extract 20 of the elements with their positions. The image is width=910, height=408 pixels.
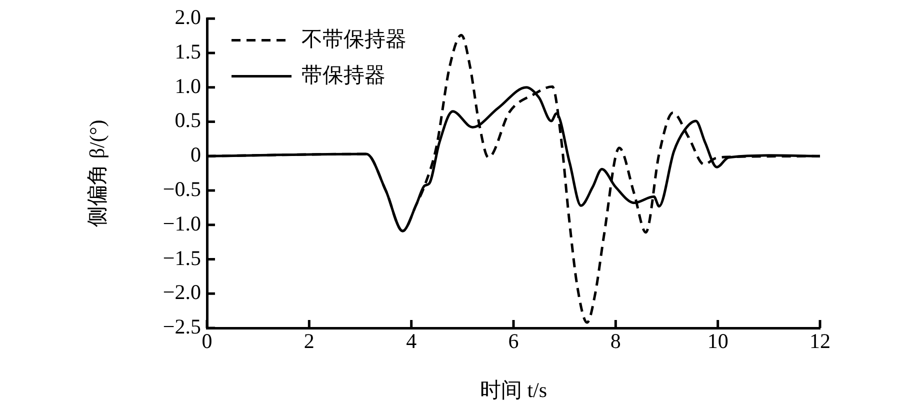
y-tick-label: −1.0 — [162, 211, 201, 236]
x-tick-label: 4 — [406, 329, 418, 354]
y-axis-title: 侧偏角 β/(°) — [85, 120, 110, 227]
y-tick-label: −1.5 — [162, 246, 201, 270]
y-tick-label: −0.5 — [162, 177, 201, 202]
y-tick-label: 0.5 — [174, 108, 201, 132]
y-tick-label: −2.0 — [162, 280, 201, 304]
x-axis-title: 时间 t/s — [480, 378, 548, 402]
legend-label: 不带保持器 — [302, 26, 407, 51]
y-tick-label: −2.5 — [162, 314, 201, 339]
y-tick-label: 0 — [190, 142, 201, 167]
y-tick-label: 1.0 — [174, 74, 201, 98]
x-tick-label: 8 — [610, 329, 621, 354]
x-tick-label: 2 — [304, 329, 314, 354]
legend-label: 带保持器 — [302, 62, 386, 87]
y-tick-label: 2.0 — [174, 5, 201, 30]
x-tick-label: 6 — [508, 329, 519, 354]
x-tick-label: 10 — [707, 329, 728, 354]
y-tick-label: 1.5 — [174, 39, 201, 64]
x-tick-label: 12 — [810, 329, 830, 354]
